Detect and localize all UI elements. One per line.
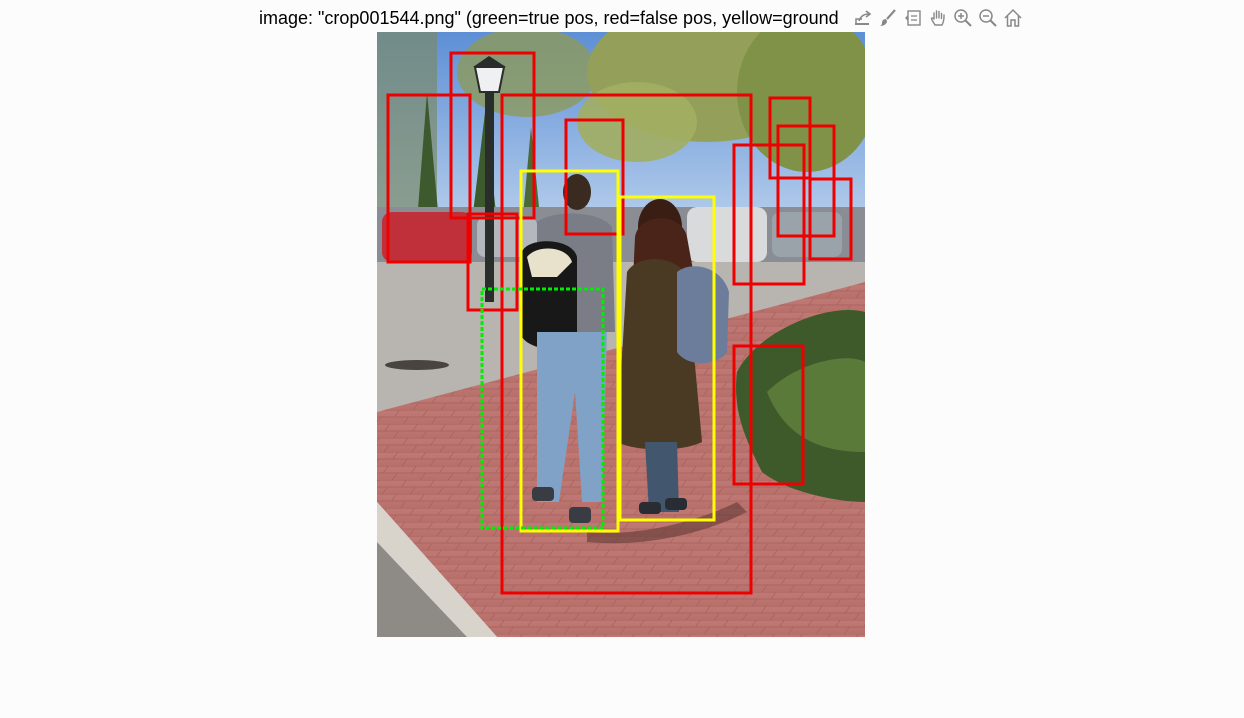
pan-icon[interactable] (927, 7, 949, 29)
figure-title: image: "crop001544.png" (green=true pos,… (259, 8, 839, 28)
false-positive-box (449, 51, 536, 220)
false-positive-box (768, 96, 812, 180)
home-icon[interactable] (1002, 7, 1024, 29)
data-tips-icon[interactable] (902, 7, 924, 29)
zoom-in-icon[interactable] (952, 7, 974, 29)
false-positive-box (732, 344, 805, 486)
zoom-out-icon[interactable] (977, 7, 999, 29)
ground-truth-box (618, 195, 716, 522)
false-positive-box (500, 93, 753, 595)
ground-truth-box (519, 169, 620, 533)
axes-toolbar (850, 6, 1024, 30)
false-positive-box (466, 212, 519, 312)
export-icon[interactable] (852, 7, 874, 29)
false-positive-box (776, 124, 836, 238)
image-axes[interactable] (377, 32, 865, 637)
true-positive-box (480, 287, 605, 530)
false-positive-box (564, 118, 625, 236)
false-positive-box (808, 177, 853, 261)
detection-overlay (386, 51, 853, 595)
false-positive-box (386, 93, 472, 264)
brush-icon[interactable] (877, 7, 899, 29)
